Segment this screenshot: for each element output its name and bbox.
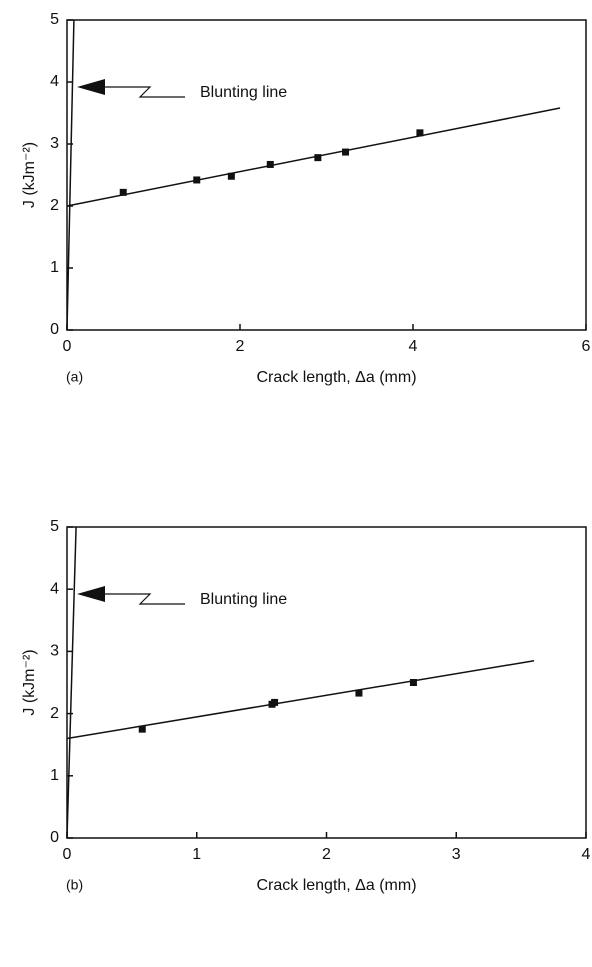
annotation-arrow	[77, 79, 105, 95]
panel-label: (b)	[66, 877, 83, 893]
data-point	[416, 129, 424, 137]
y-axis-label: J (kJm⁻²)	[21, 142, 38, 208]
y-tick-label: 0	[50, 321, 59, 338]
x-tick-label: 0	[63, 338, 72, 355]
x-tick-label: 2	[236, 338, 245, 355]
y-tick-label: 2	[50, 705, 59, 722]
data-point	[314, 154, 322, 162]
annotation-arrow-line	[105, 593, 185, 605]
plot-frame	[66, 526, 587, 839]
annotation: Blunting line	[200, 84, 287, 101]
x-tick-label: 6	[582, 338, 591, 355]
plot-frame	[66, 19, 587, 331]
fit-line	[66, 107, 561, 207]
annotation-arrow-line	[105, 86, 185, 98]
data-point	[266, 160, 274, 168]
y-tick-label: 1	[50, 767, 59, 784]
y-tick-label: 4	[50, 580, 59, 597]
blunting-line	[66, 526, 77, 839]
x-tick-label: 1	[192, 846, 201, 863]
y-tick-label: 1	[50, 259, 59, 276]
x-tick-label: 2	[322, 846, 331, 863]
y-tick-label: 5	[50, 11, 59, 28]
y-tick-label: 0	[50, 829, 59, 846]
x-tick-label: 4	[409, 338, 418, 355]
data-point	[227, 172, 235, 180]
panel-label: (a)	[66, 369, 83, 385]
x-tick-label: 0	[63, 846, 72, 863]
fit-line	[66, 659, 535, 740]
data-point	[342, 148, 350, 156]
x-axis-label: Crack length, Δa (mm)	[256, 369, 416, 386]
y-tick-label: 3	[50, 135, 59, 152]
data-point	[193, 176, 201, 184]
y-axis-label: J (kJm⁻²)	[21, 649, 38, 715]
x-axis-label: Crack length, Δa (mm)	[256, 877, 416, 894]
x-tick-label: 4	[582, 846, 591, 863]
data-point	[119, 188, 127, 196]
annotation-arrow	[77, 586, 105, 602]
x-tick-label: 3	[452, 846, 461, 863]
data-point	[271, 698, 279, 706]
data-point	[409, 679, 417, 686]
data-point	[355, 689, 363, 697]
y-tick-label: 2	[50, 197, 59, 214]
y-tick-label: 3	[50, 643, 59, 660]
annotation: Blunting line	[200, 591, 287, 608]
y-tick-label: 4	[50, 73, 59, 90]
data-point	[138, 725, 146, 733]
y-tick-label: 5	[50, 518, 59, 535]
blunting-line	[66, 19, 75, 331]
